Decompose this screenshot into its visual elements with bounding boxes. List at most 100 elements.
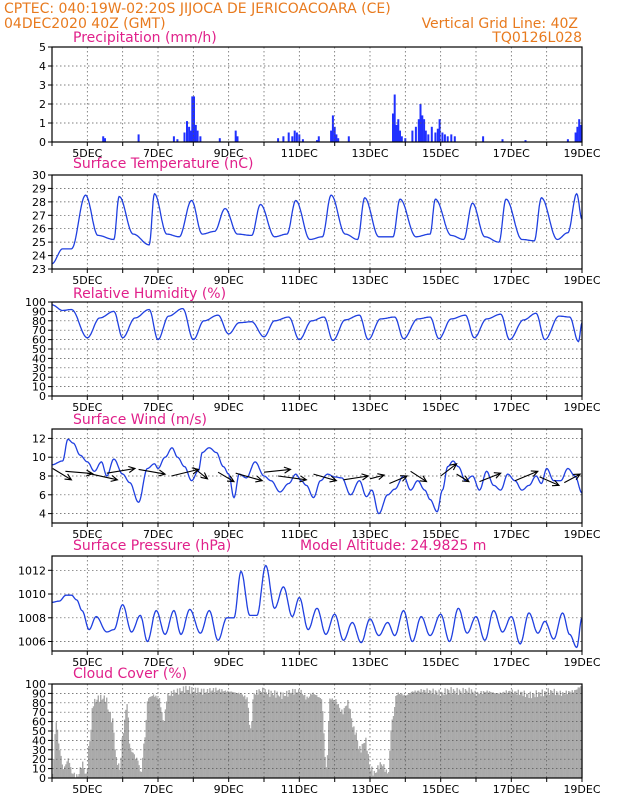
cloud-cover-column bbox=[151, 696, 153, 778]
x-tick-label: 7DEC bbox=[143, 147, 173, 160]
cloud-cover-column bbox=[222, 691, 224, 778]
cloud-cover-column bbox=[298, 689, 300, 778]
cloud-cover-column bbox=[305, 699, 307, 778]
cloud-cover-column bbox=[481, 694, 483, 778]
precip-bar bbox=[104, 138, 106, 142]
x-tick-label: 15DEC bbox=[422, 656, 459, 669]
cloud-cover-column bbox=[552, 694, 554, 778]
y-tick-label: 1008 bbox=[18, 612, 46, 625]
precip-bar bbox=[441, 132, 444, 142]
wind-arrow bbox=[479, 472, 502, 483]
cloud-cover-column bbox=[253, 693, 255, 778]
cloud-cover-column bbox=[306, 696, 308, 778]
y-tick-label: 4 bbox=[39, 60, 46, 73]
cloud-cover-column bbox=[92, 706, 95, 778]
x-tick-label: 13DEC bbox=[351, 274, 388, 287]
x-tick-label: 9DEC bbox=[214, 656, 244, 669]
cloud-cover-column bbox=[167, 693, 169, 778]
cloud-cover-column bbox=[262, 687, 264, 778]
x-tick-label: 15DEC bbox=[422, 783, 459, 796]
cloud-cover-column bbox=[492, 692, 494, 778]
cloud-cover-column bbox=[460, 691, 462, 778]
precip-bar bbox=[196, 130, 199, 142]
x-tick-label: 5DEC bbox=[72, 147, 102, 160]
cloud-cover-column bbox=[370, 770, 372, 778]
cloud-cover-column bbox=[340, 712, 342, 778]
cloud-cover-column bbox=[580, 686, 582, 778]
cloud-cover-column bbox=[271, 694, 273, 778]
cloud-cover-column bbox=[173, 689, 175, 778]
cloud-cover-column bbox=[292, 688, 294, 778]
panel-frame bbox=[51, 174, 583, 270]
cloud-cover-column bbox=[217, 690, 219, 778]
precip-bar bbox=[298, 134, 301, 142]
y-tick-label: 29 bbox=[32, 182, 46, 195]
cloud-cover-column bbox=[354, 734, 356, 778]
cloud-cover-column bbox=[182, 686, 185, 778]
cloud-cover-column bbox=[572, 692, 575, 778]
cloud-cover-column bbox=[575, 689, 577, 778]
cloud-cover-column bbox=[434, 690, 437, 778]
cloud-cover-column bbox=[401, 693, 403, 778]
precip-bar bbox=[191, 96, 194, 142]
cloud-cover-column bbox=[270, 690, 272, 778]
cloud-cover-column bbox=[415, 692, 417, 778]
precip-bar bbox=[576, 126, 579, 142]
cloud-cover-column bbox=[310, 693, 312, 778]
cloud-cover-column bbox=[379, 762, 381, 778]
cloud-cover-column bbox=[175, 692, 177, 778]
cloud-cover-column bbox=[514, 691, 516, 778]
x-tick-label: 9DEC bbox=[214, 528, 244, 541]
x-tick-label: 9DEC bbox=[214, 147, 244, 160]
panel-wind: Surface Wind (m/s) 4 6 8 10 12 5DEC 7DEC 9DEC 11… bbox=[32, 412, 601, 541]
x-tick-label: 5DEC bbox=[72, 656, 102, 669]
cloud-cover-column bbox=[148, 698, 150, 778]
cloud-cover-column bbox=[245, 699, 247, 778]
cloud-cover-column bbox=[176, 688, 179, 778]
y-tick-label: 24 bbox=[32, 250, 46, 263]
cloud-cover-column bbox=[365, 737, 367, 778]
cloud-cover-column bbox=[377, 765, 379, 778]
precip-bar bbox=[337, 138, 340, 142]
cloud-cover-column bbox=[192, 691, 194, 778]
cloud-cover-column bbox=[367, 754, 369, 778]
cloud-cover-column bbox=[150, 696, 152, 778]
cloud-cover-column bbox=[432, 688, 434, 778]
cloud-cover-column bbox=[414, 690, 416, 778]
cloud-cover-column bbox=[204, 692, 206, 778]
cloud-cover-column bbox=[86, 769, 89, 778]
cloud-cover-column bbox=[313, 694, 315, 778]
cloud-cover-column bbox=[343, 708, 345, 778]
cloud-cover-column bbox=[119, 769, 121, 778]
cloud-cover-column bbox=[338, 707, 341, 778]
cloud-cover-column bbox=[91, 708, 93, 778]
cloud-cover-column bbox=[76, 774, 78, 778]
cloud-cover-column bbox=[197, 687, 199, 778]
cloud-cover-column bbox=[277, 695, 279, 778]
panel-humidity: Relative Humidity (%) 010203040506070809… bbox=[25, 286, 601, 414]
cloud-cover-column bbox=[131, 751, 133, 778]
precip-bar bbox=[102, 136, 105, 142]
cloud-cover-column bbox=[82, 761, 84, 778]
cloud-cover-column bbox=[545, 691, 547, 778]
series-line bbox=[52, 438, 583, 515]
y-tick-label: 30 bbox=[32, 362, 46, 375]
cloud-cover-column bbox=[90, 729, 92, 778]
cloud-cover-column bbox=[490, 692, 492, 778]
cloud-cover-column bbox=[184, 692, 186, 778]
cloud-cover-column bbox=[527, 694, 529, 778]
cloud-cover-column bbox=[319, 698, 321, 778]
cloud-cover-column bbox=[578, 687, 581, 778]
y-tick-label: 25 bbox=[32, 236, 46, 249]
cloud-cover-column bbox=[316, 695, 318, 778]
x-tick-label: 7DEC bbox=[143, 528, 173, 541]
series-line bbox=[52, 564, 583, 649]
cloud-cover-column bbox=[130, 748, 132, 778]
cloud-cover-column bbox=[366, 750, 368, 778]
x-tick-label: 11DEC bbox=[281, 783, 318, 796]
y-tick-label: 40 bbox=[32, 352, 46, 365]
y-tick-label: 50 bbox=[32, 343, 46, 356]
precip-bar bbox=[137, 134, 140, 142]
